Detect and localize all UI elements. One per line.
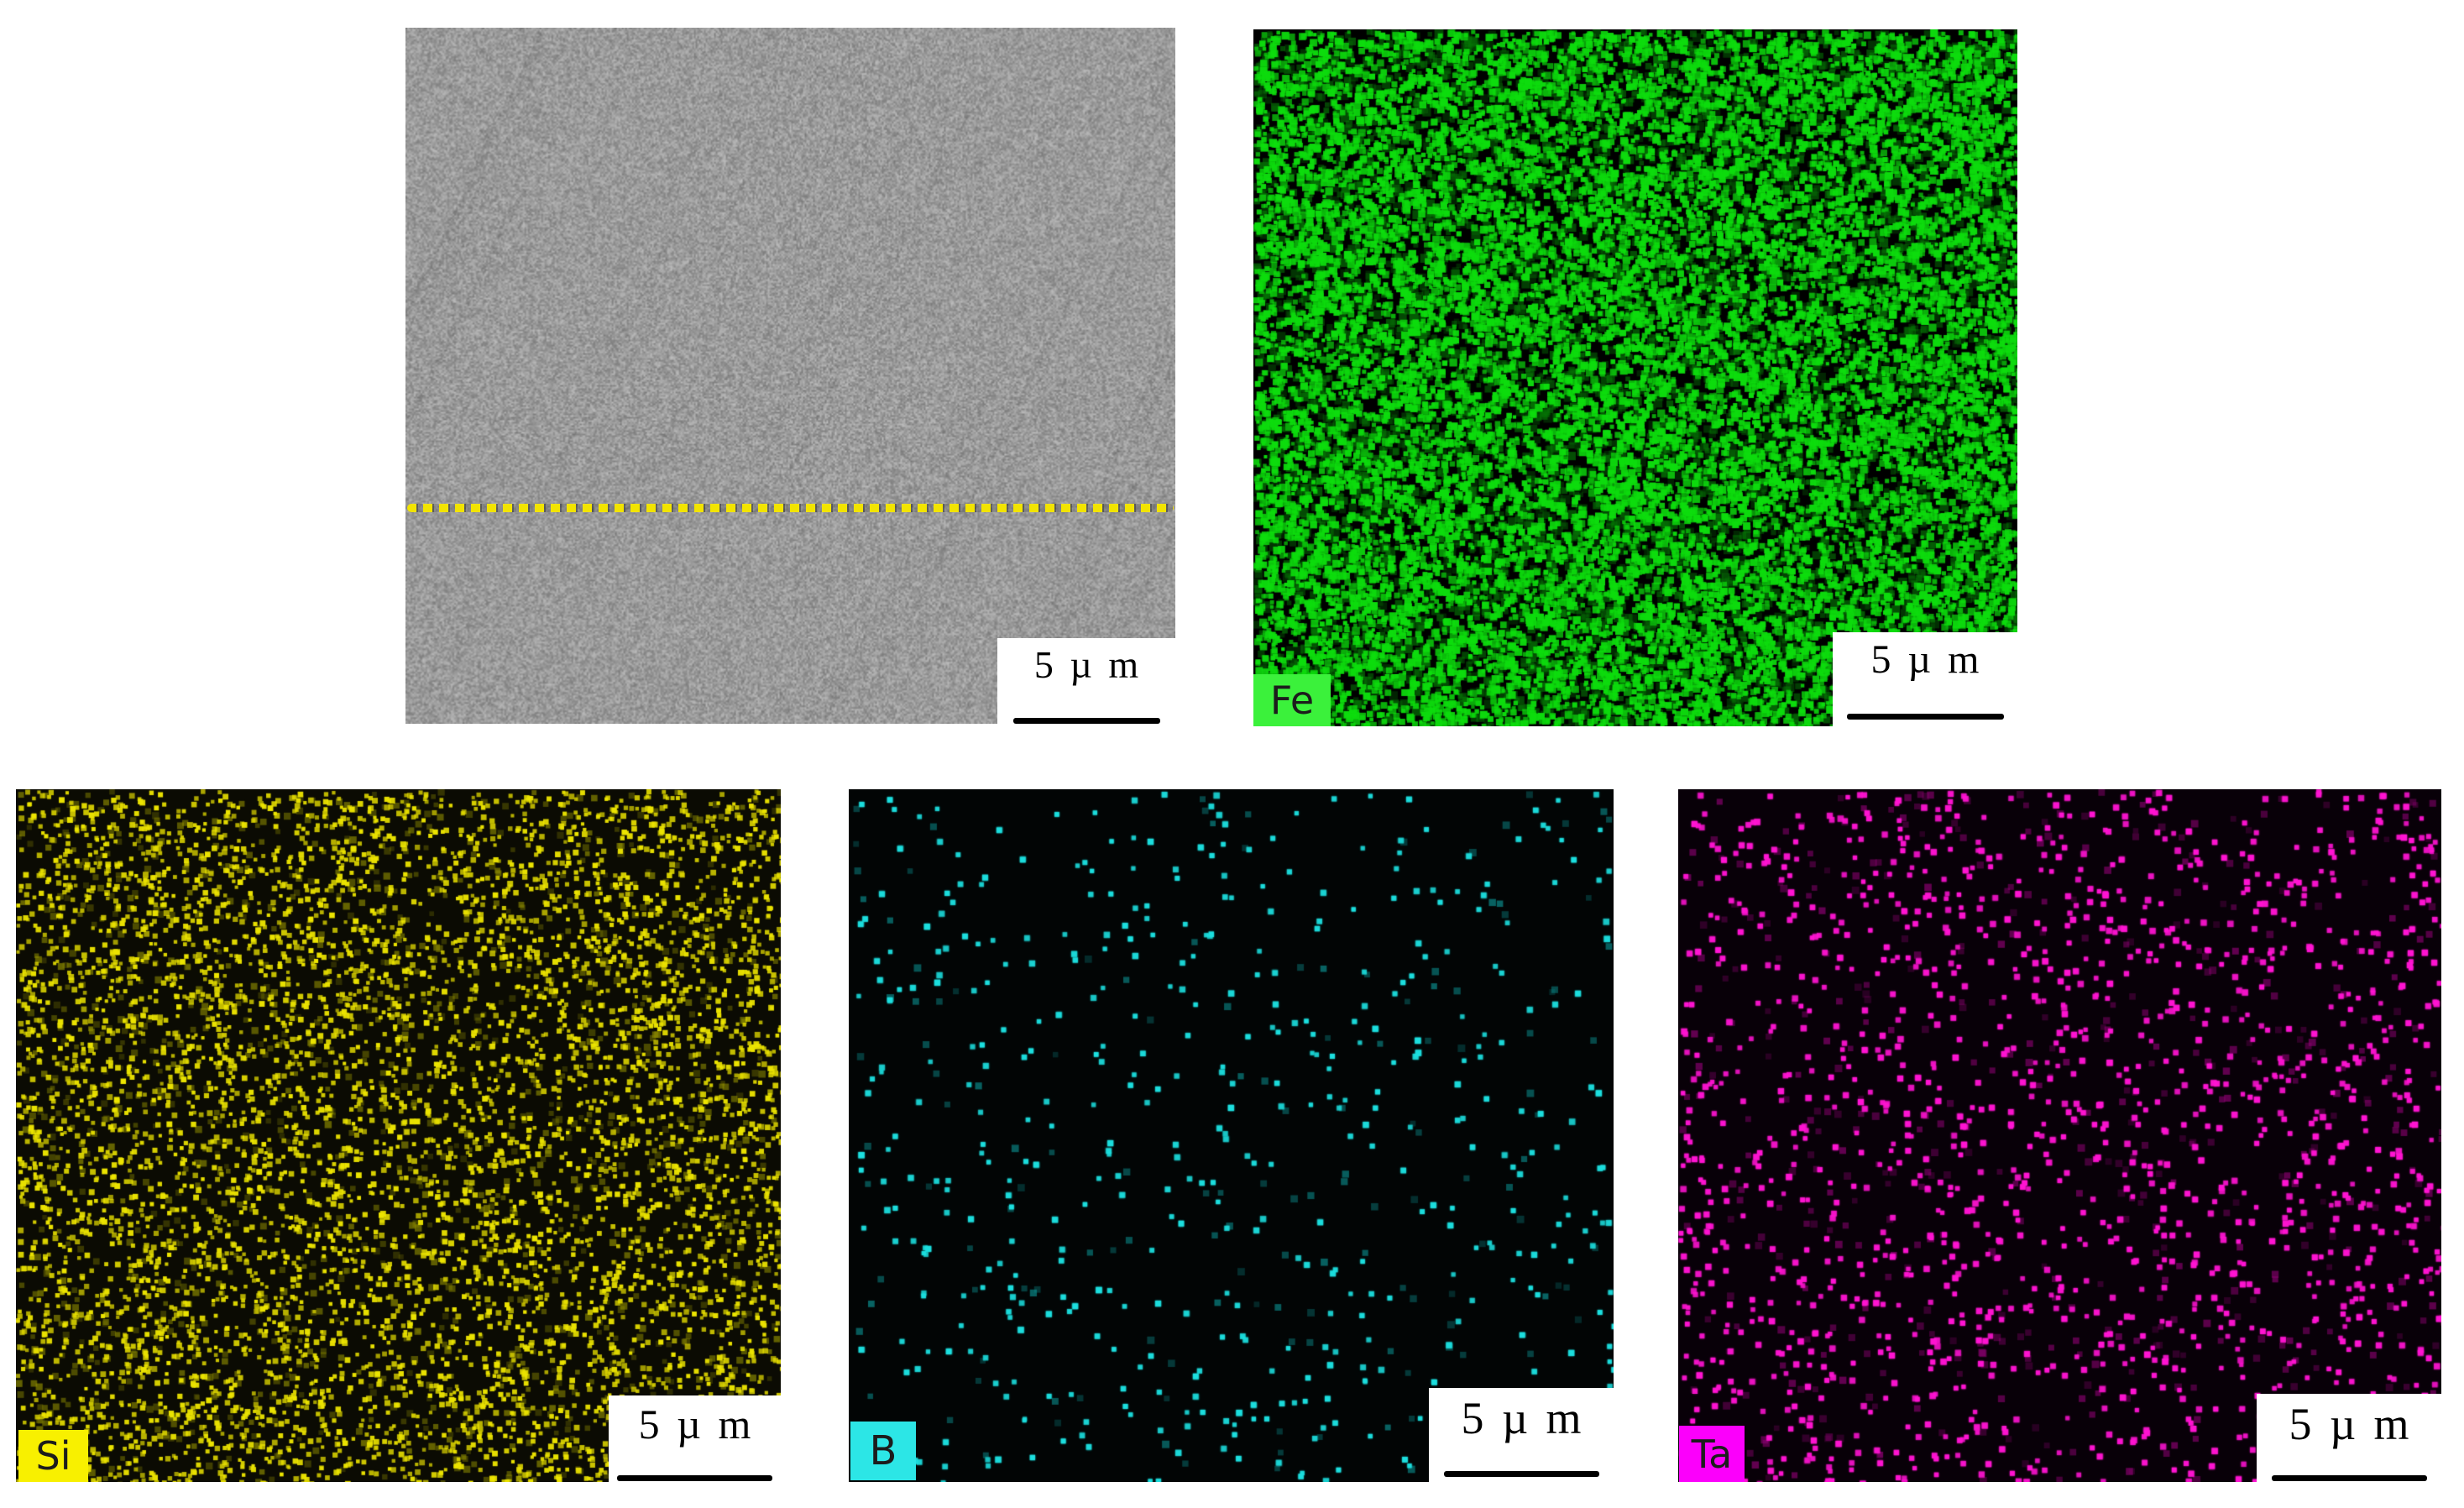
panel-ta-map: Ta 5 µ m bbox=[1678, 789, 2441, 1482]
scale-bar-patch: 5 µ m bbox=[997, 638, 1175, 724]
si-eds-map bbox=[16, 789, 781, 1482]
ta-eds-map bbox=[1678, 789, 2441, 1482]
panel-sem-electron-image: 5 µ m bbox=[405, 28, 1175, 724]
scale-bar-line bbox=[1012, 718, 1160, 724]
scale-bar-patch: 5 µ m bbox=[609, 1395, 781, 1482]
panel-b-map: B 5 µ m bbox=[849, 789, 1614, 1482]
element-label-b: B bbox=[850, 1422, 916, 1480]
sem-electron-image bbox=[405, 28, 1175, 724]
element-label-si: Si bbox=[18, 1430, 88, 1482]
b-eds-map bbox=[849, 789, 1614, 1482]
scale-bar-line bbox=[1443, 1471, 1599, 1477]
panel-si-map: Si 5 µ m bbox=[16, 789, 781, 1482]
scale-bar-line bbox=[2271, 1475, 2427, 1481]
element-label-fe: Fe bbox=[1253, 674, 1331, 726]
scale-bar-label: 5 µ m bbox=[1461, 1393, 1582, 1443]
scale-bar-line bbox=[617, 1475, 772, 1481]
fe-eds-map bbox=[1253, 29, 2017, 726]
scale-bar-label: 5 µ m bbox=[2289, 1399, 2409, 1449]
panel-fe-map: Fe 5 µ m bbox=[1253, 29, 2017, 726]
scale-bar-patch: 5 µ m bbox=[1429, 1388, 1614, 1482]
scale-bar-line bbox=[1846, 714, 2004, 720]
scale-bar-patch: 5 µ m bbox=[1833, 632, 2017, 726]
yellow-dashed-line-overlay bbox=[407, 504, 1174, 512]
scale-bar-label: 5 µ m bbox=[1033, 643, 1139, 686]
scale-bar-label: 5 µ m bbox=[1870, 637, 1980, 682]
scale-bar-patch: 5 µ m bbox=[2257, 1394, 2441, 1482]
scale-bar-label: 5 µ m bbox=[638, 1401, 751, 1448]
element-label-ta: Ta bbox=[1679, 1426, 1745, 1482]
